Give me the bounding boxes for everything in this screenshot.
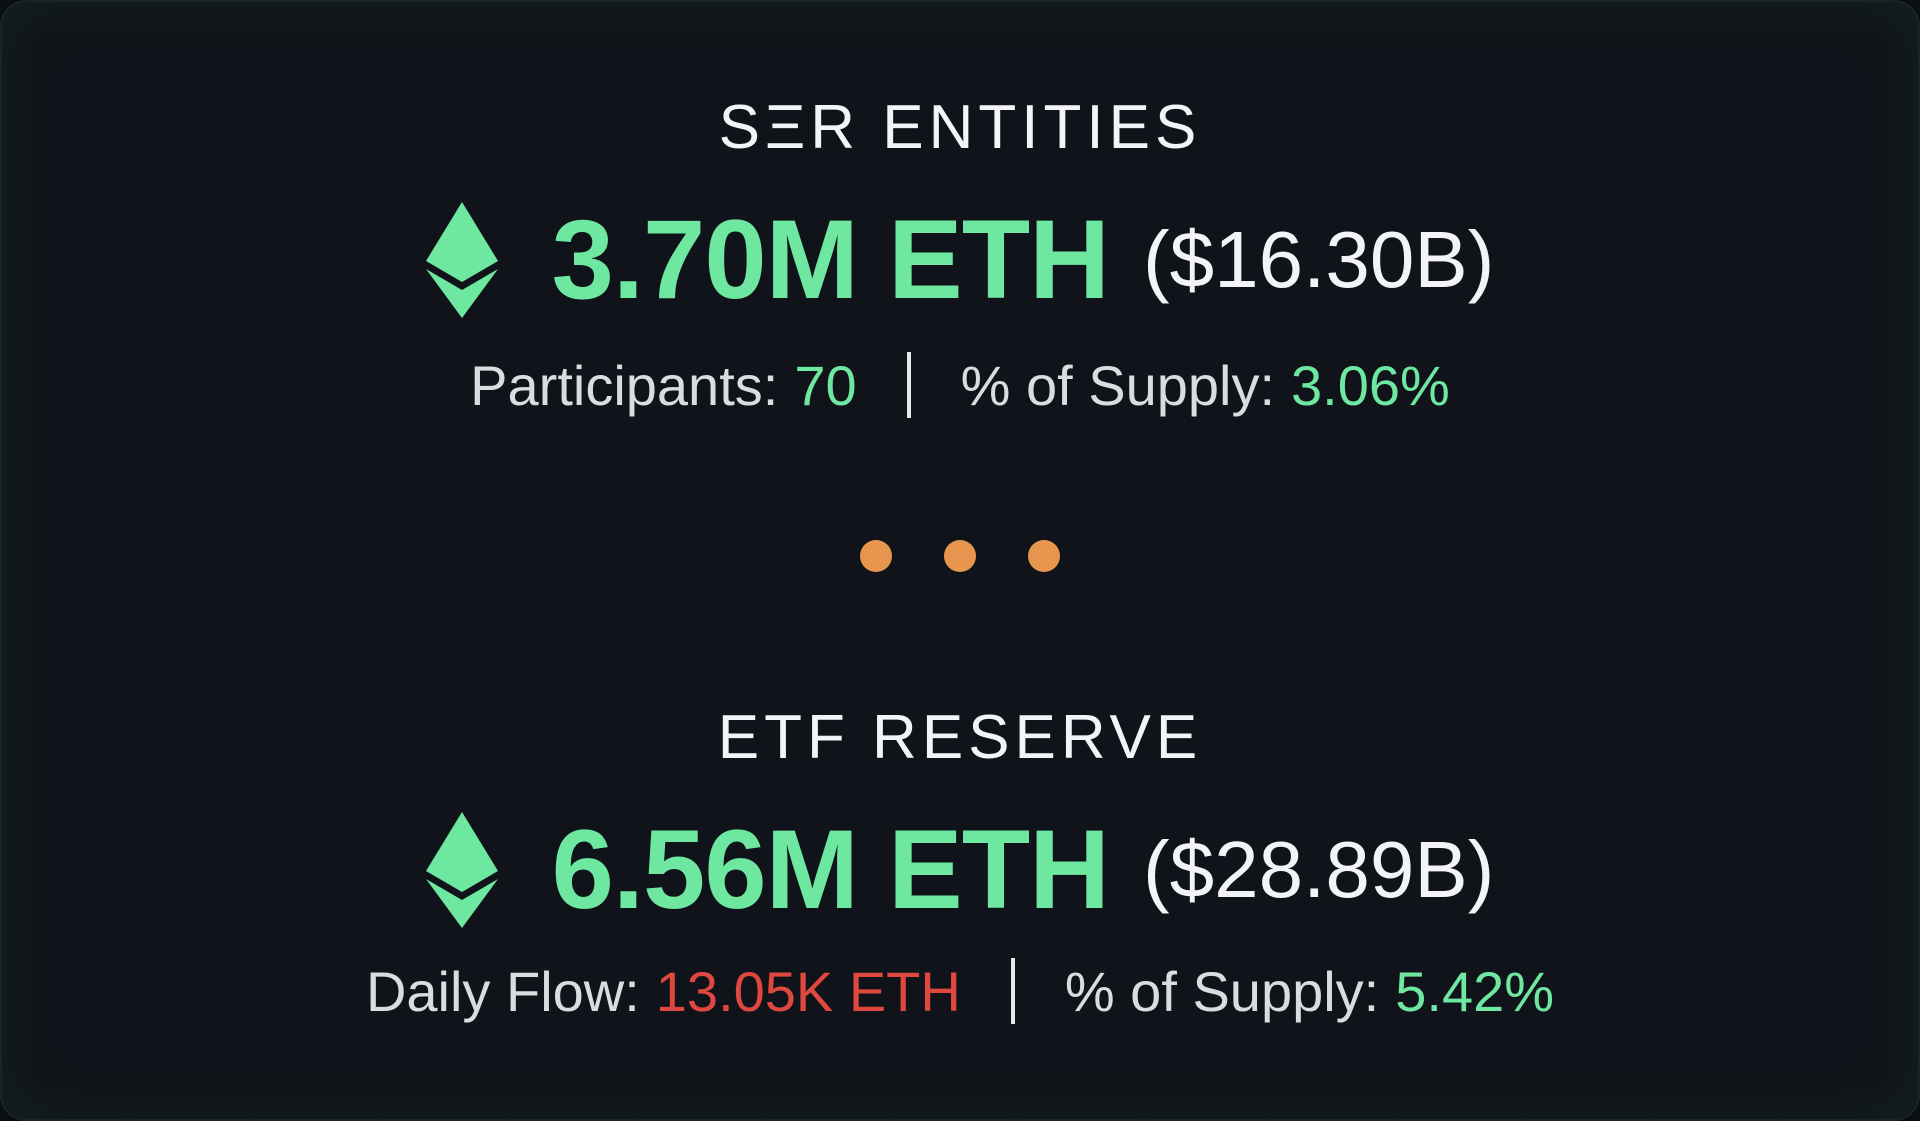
- section-title-ser-entities: SΞR ENTITIES: [718, 93, 1202, 162]
- stat-separator: [906, 352, 911, 418]
- supply-label: % of Supply:: [1064, 959, 1380, 1023]
- ser-entities-stats: Participants: 70 % of Supply: 3.06%: [0, 352, 1920, 418]
- daily-flow-label: Daily Flow:: [365, 959, 640, 1023]
- ser-entities-amount-row: 3.70M ETH ($16.30B): [0, 195, 1920, 324]
- stat-separator: [1010, 958, 1015, 1024]
- etf-reserve-usd-value: ($28.89B): [1143, 824, 1495, 914]
- dot-3: [1028, 540, 1060, 572]
- supply-label: % of Supply:: [960, 353, 1276, 417]
- participants-value: 70: [794, 353, 857, 417]
- etf-reserve-eth-amount: 6.56M ETH: [551, 807, 1110, 932]
- dot-1: [860, 540, 892, 572]
- supply-value: 3.06%: [1291, 353, 1450, 417]
- etf-reserve-amount-row: 6.56M ETH ($28.89B): [0, 805, 1920, 934]
- ethereum-icon: [425, 811, 498, 928]
- ser-entities-eth-amount: 3.70M ETH: [551, 197, 1110, 322]
- participants-label: Participants:: [470, 353, 779, 417]
- etf-reserve-stats: Daily Flow: 13.05K ETH % of Supply: 5.42…: [0, 958, 1920, 1024]
- daily-flow-value: 13.05K ETH: [655, 959, 961, 1023]
- dot-2: [944, 540, 976, 572]
- ser-entities-usd-value: ($16.30B): [1143, 214, 1495, 304]
- supply-value: 5.42%: [1395, 959, 1555, 1023]
- ethereum-icon: [425, 201, 498, 318]
- section-title-etf-reserve: ETF RESERVE: [717, 703, 1203, 772]
- ellipsis-dots: [0, 540, 1920, 572]
